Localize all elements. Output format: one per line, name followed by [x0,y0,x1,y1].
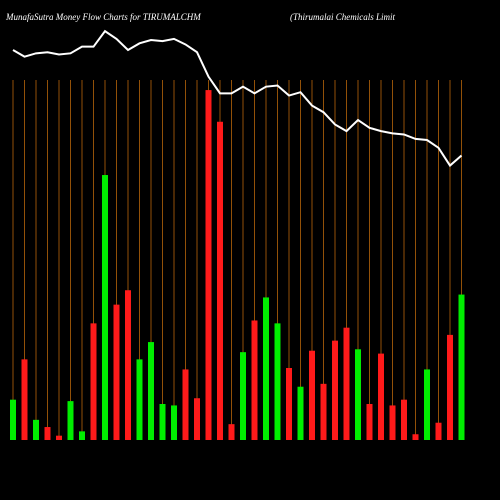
bar [297,386,304,440]
price-line [12,29,463,168]
bar [44,427,51,440]
bar [148,342,154,440]
bar [378,353,384,440]
bar [424,369,430,440]
bar [251,320,258,440]
bar [90,323,97,440]
bar [389,405,396,440]
bar [217,121,223,440]
bar [412,434,419,440]
bar [343,327,350,440]
bar [21,359,28,440]
bar [309,350,315,440]
bar [240,352,246,440]
chart-subtitle: (Thirumalai Chemicals Limit [290,12,396,22]
bar [332,340,338,440]
chart-title: MunafaSutra Money Flow Charts for TIRUMA… [5,12,201,22]
bar [286,368,292,440]
bar [263,297,269,440]
bar [401,399,407,440]
bar [205,90,212,440]
bar [355,349,361,440]
bar [366,404,373,440]
bar [10,399,16,440]
bar [458,294,465,440]
bar [320,383,327,440]
bar [113,304,120,440]
bar [194,398,200,440]
bar [159,404,166,440]
bar [182,369,189,440]
bar [33,419,39,440]
bar [274,323,281,440]
bar [171,405,177,440]
bar [67,401,74,440]
bar [228,424,235,440]
bar [447,334,453,440]
bar [125,290,131,440]
bar [79,431,85,440]
bar [136,359,143,440]
bar [56,435,62,440]
bar [435,422,442,440]
bar [102,175,108,441]
